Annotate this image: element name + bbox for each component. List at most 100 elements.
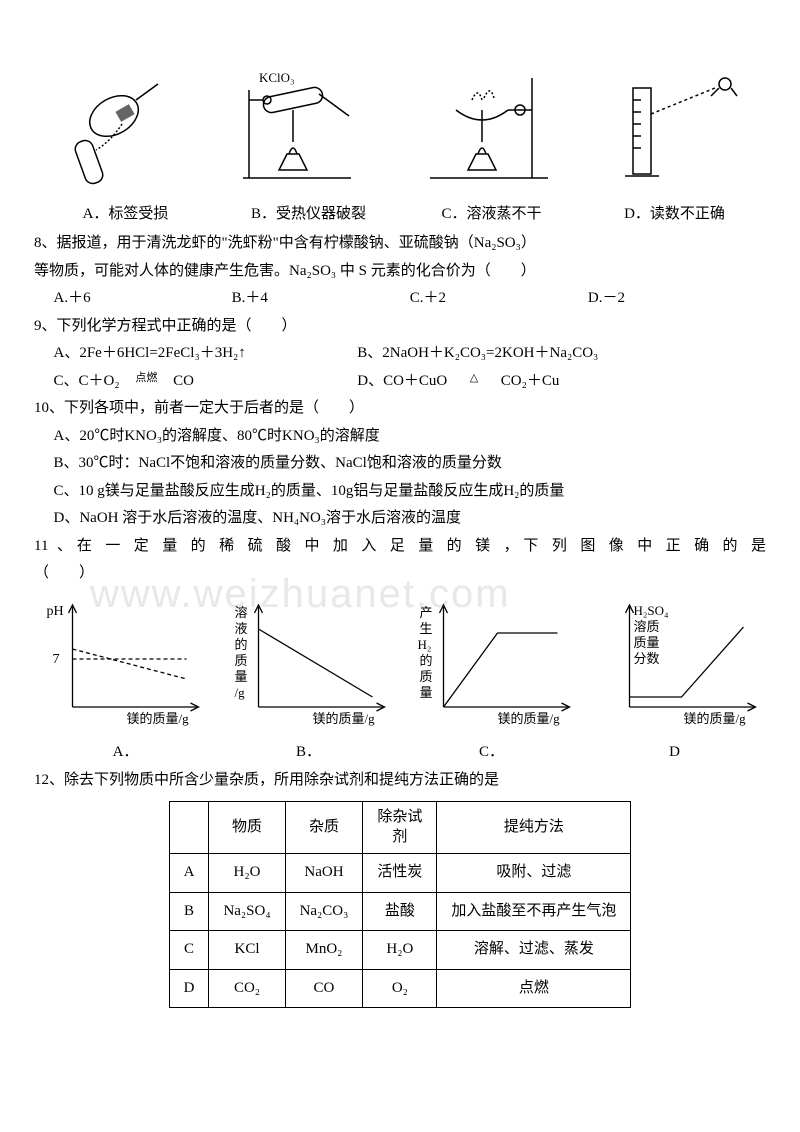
diagram-b-caption: B．受热仪器破裂 <box>224 202 394 228</box>
q11-opt-c: C． <box>400 740 583 766</box>
chart-a: pH 7 镁的质量/g <box>34 597 209 737</box>
cell: 点燃 <box>437 969 631 1008</box>
diagram-b: KClO₃ B．受热仪器破裂 <box>224 70 394 227</box>
table-row: B Na₂SO₄ Na₂CO₃ 盐酸 加入盐酸至不再产生气泡 <box>169 892 631 931</box>
svg-text:镁的质量/g: 镁的质量/g <box>312 711 375 726</box>
q9-c-cond: 点燃 <box>123 369 169 388</box>
q12-table: 物质 杂质 除杂试剂 提纯方法 A H₂O NaOH 活性炭 吸附、过滤 B N… <box>169 801 632 1008</box>
cell: KCl <box>209 931 285 970</box>
q8-opt-b: B.＋4 <box>232 286 410 312</box>
svg-text:镁的质量/g: 镁的质量/g <box>498 711 561 726</box>
th-impurity: 杂质 <box>285 802 363 854</box>
cell: 溶解、过滤、蒸发 <box>437 931 631 970</box>
svg-text:质: 质 <box>420 669 433 684</box>
q10-d: D、NaOH 溶于水后溶液的温度、NH₄NO₃溶于水后溶液的温度 <box>34 506 766 532</box>
q9-opt-c: C、C＋O₂ 点燃 CO <box>54 369 354 395</box>
q11-opt-d: D <box>583 740 766 766</box>
q12-stem: 12、除去下列物质中所含少量杂质，所用除杂试剂和提纯方法正确的是 <box>34 768 766 794</box>
cell: O₂ <box>363 969 437 1008</box>
th-method: 提纯方法 <box>437 802 631 854</box>
q9-c-right: CO <box>173 373 194 389</box>
cell: Na₂CO₃ <box>285 892 363 931</box>
cell: B <box>169 892 209 931</box>
svg-text:质量: 质量 <box>633 635 659 650</box>
diagram-a-caption: A．标签受损 <box>41 202 211 228</box>
q11-options: A． B． C． D <box>34 740 766 766</box>
q8-opt-d: D.－2 <box>588 286 766 312</box>
cell: A <box>169 854 209 893</box>
chart-b: 溶 液 的 质 量 /g 镁的质量/g <box>220 597 395 737</box>
evaporation-icon <box>422 70 562 190</box>
th-blank <box>169 802 209 854</box>
q10-b: B、30℃时：NaCl不饱和溶液的质量分数、NaCl饱和溶液的质量分数 <box>34 451 766 477</box>
q9-opt-a: A、2Fe＋6HCl=2FeCl₃＋3H₂↑ <box>54 341 354 367</box>
svg-text:KClO₃: KClO₃ <box>259 70 295 85</box>
svg-text:量: 量 <box>234 669 247 684</box>
svg-text:溶质: 溶质 <box>633 619 659 634</box>
q9-opt-b: B、2NaOH＋K₂CO₃=2KOH＋Na₂CO₃ <box>357 345 598 361</box>
cell: Na₂SO₄ <box>209 892 285 931</box>
cell: 活性炭 <box>363 854 437 893</box>
cell: C <box>169 931 209 970</box>
q8-options: A.＋6 B.＋4 C.＋2 D.－2 <box>34 286 766 312</box>
q9-c-left: C、C＋O₂ <box>54 373 120 389</box>
svg-text:/g: /g <box>234 685 245 700</box>
chart-c: 产 生 H₂ 的 质 量 镁的质量/g <box>405 597 580 737</box>
q8-line1: 8、据报道，用于清洗龙虾的"洗虾粉"中含有柠檬酸钠、亚硫酸钠（Na₂SO₃） <box>34 231 766 257</box>
svg-text:pH: pH <box>47 604 64 619</box>
table-row: D CO₂ CO O₂ 点燃 <box>169 969 631 1008</box>
svg-text:镁的质量/g: 镁的质量/g <box>127 711 190 726</box>
svg-text:镁的质量/g: 镁的质量/g <box>683 711 746 726</box>
diagram-a: A．标签受损 <box>41 70 211 227</box>
q10-c: C、10 g镁与足量盐酸反应生成H₂的质量、10g铝与足量盐酸反应生成H₂的质量 <box>34 479 766 505</box>
q9-d-left: D、CO＋CuO <box>357 373 447 389</box>
svg-text:产: 产 <box>420 605 433 620</box>
q9-d-cond: △ <box>451 369 497 388</box>
cell: MnO₂ <box>285 931 363 970</box>
q9-opt-d: D、CO＋CuO △ CO₂＋Cu <box>357 373 559 389</box>
cell: CO <box>285 969 363 1008</box>
apparatus-row: A．标签受损 KClO₃ B．受热仪器破裂 <box>34 70 766 227</box>
charts-row: pH 7 镁的质量/g 溶 液 的 质 量 /g 镁的质量/g <box>34 597 766 737</box>
cell: D <box>169 969 209 1008</box>
svg-text:溶: 溶 <box>234 605 247 620</box>
svg-text:质: 质 <box>234 653 247 668</box>
th-substance: 物质 <box>209 802 285 854</box>
cell: CO₂ <box>209 969 285 1008</box>
cell: 盐酸 <box>363 892 437 931</box>
svg-text:液: 液 <box>234 621 247 636</box>
th-reagent: 除杂试剂 <box>363 802 437 854</box>
q8-opt-c: C.＋2 <box>410 286 588 312</box>
heating-tube-icon: KClO₃ <box>239 70 379 190</box>
q11-opt-b: B． <box>217 740 400 766</box>
cell: 吸附、过滤 <box>437 854 631 893</box>
q9-d-right: CO₂＋Cu <box>501 373 560 389</box>
q9-row2: C、C＋O₂ 点燃 CO D、CO＋CuO △ CO₂＋Cu <box>34 369 766 395</box>
flask-pour-icon <box>66 70 186 190</box>
q9-row1: A、2Fe＋6HCl=2FeCl₃＋3H₂↑ B、2NaOH＋K₂CO₃=2KO… <box>34 341 766 367</box>
table-row: C KCl MnO₂ H₂O 溶解、过滤、蒸发 <box>169 931 631 970</box>
q8-opt-a: A.＋6 <box>54 286 232 312</box>
svg-text:的: 的 <box>234 637 247 652</box>
svg-text:7: 7 <box>53 652 60 667</box>
chart-d: H₂SO₄ 溶质 质量 分数 镁的质量/g <box>591 597 766 737</box>
svg-text:分数: 分数 <box>633 651 659 666</box>
diagram-d: D．读数不正确 <box>590 70 760 227</box>
cell: NaOH <box>285 854 363 893</box>
diagram-c-caption: C．溶液蒸不干 <box>407 202 577 228</box>
table-row: 物质 杂质 除杂试剂 提纯方法 <box>169 802 631 854</box>
svg-text:H₂SO₄: H₂SO₄ <box>633 603 669 618</box>
cell: H₂O <box>363 931 437 970</box>
q11-opt-a: A． <box>34 740 217 766</box>
svg-text:量: 量 <box>420 685 433 700</box>
diagram-c: C．溶液蒸不干 <box>407 70 577 227</box>
cylinder-reading-icon <box>605 70 745 190</box>
cell: 加入盐酸至不再产生气泡 <box>437 892 631 931</box>
svg-text:生: 生 <box>420 621 433 636</box>
svg-text:的: 的 <box>420 653 433 668</box>
table-row: A H₂O NaOH 活性炭 吸附、过滤 <box>169 854 631 893</box>
q10-a: A、20℃时KNO₃的溶解度、80℃时KNO₃的溶解度 <box>34 424 766 450</box>
q9-stem: 9、下列化学方程式中正确的是（ ） <box>34 314 766 340</box>
svg-text:H₂: H₂ <box>418 637 432 652</box>
q11-line1: 11 、在 一 定 量 的 稀 硫 酸 中 加 入 足 量 的 镁 ，下 列 图… <box>34 534 766 560</box>
